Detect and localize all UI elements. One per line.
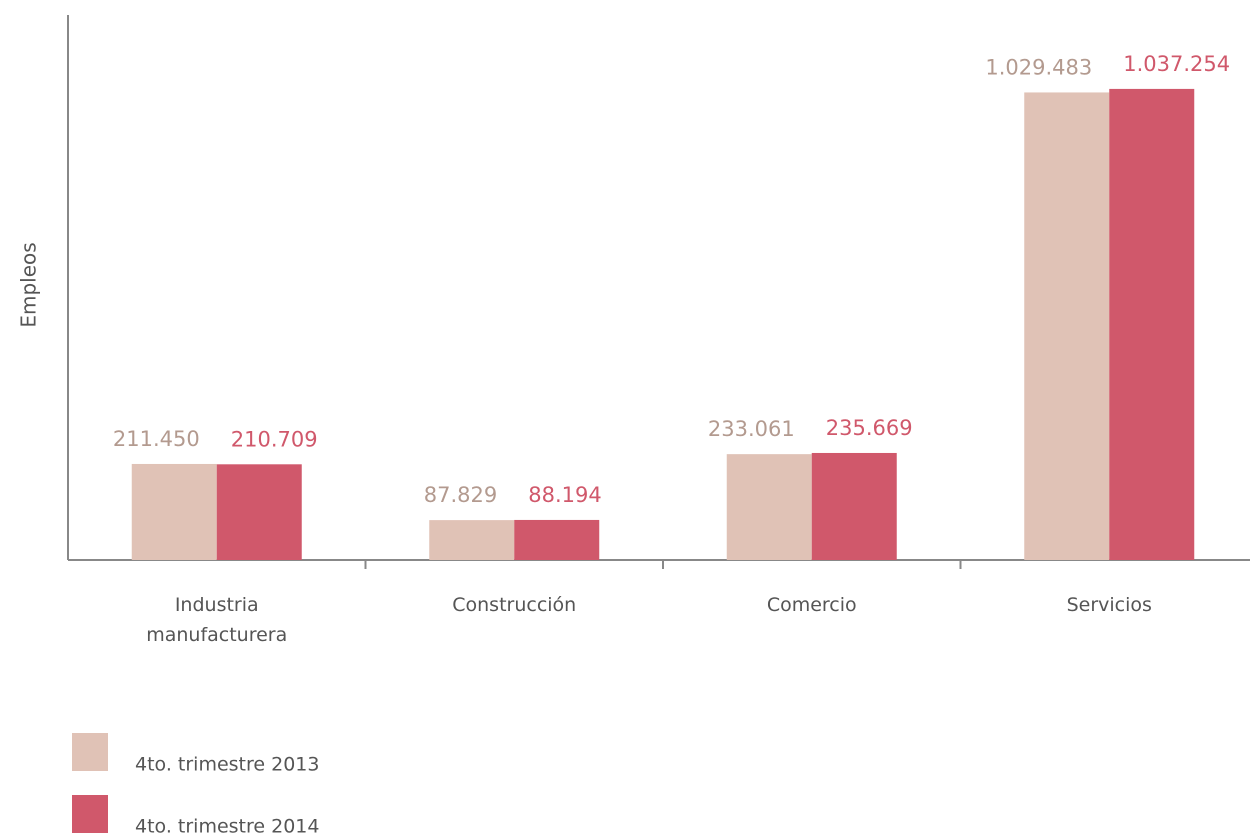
bar <box>131 463 217 560</box>
y-axis-label: Empleos <box>17 242 41 327</box>
x-tick-label: Comercio <box>766 594 857 616</box>
value-label: 87.829 <box>424 483 497 507</box>
bar <box>1109 88 1195 560</box>
bar <box>1024 92 1110 560</box>
value-label: 233.061 <box>708 417 795 441</box>
bar <box>514 519 600 560</box>
bar <box>429 520 515 560</box>
legend-swatch <box>72 733 108 771</box>
value-label: 235.669 <box>826 416 913 440</box>
value-label: 88.194 <box>528 483 601 507</box>
x-tick-label: Servicios <box>1066 594 1152 616</box>
value-label: 210.709 <box>231 427 318 451</box>
bar <box>811 452 897 560</box>
bar <box>726 454 812 560</box>
legend-label: 4to. trimestre 2013 <box>135 754 319 776</box>
bar <box>216 464 302 560</box>
value-label: 1.029.483 <box>985 55 1092 79</box>
value-label: 211.450 <box>113 427 200 451</box>
value-label: 1.037.254 <box>1123 52 1230 76</box>
legend-swatch <box>72 795 108 833</box>
legend-label: 4to. trimestre 2014 <box>135 816 319 834</box>
x-tick-label: Construcción <box>452 594 577 616</box>
x-tick-label: Industria manufacturera <box>146 594 288 646</box>
